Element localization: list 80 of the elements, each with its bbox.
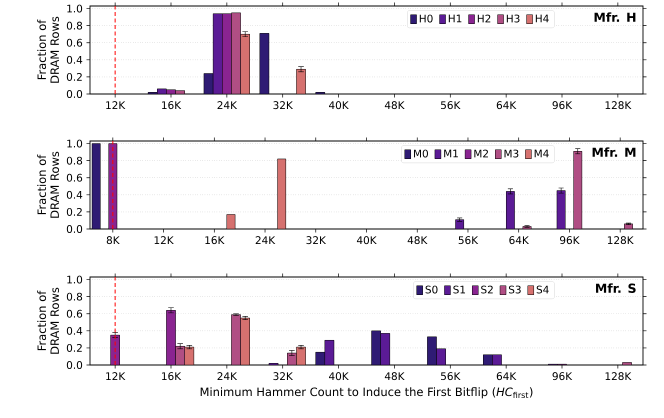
x-tick-label: 48K [384,372,405,380]
bar [324,340,334,365]
y-tick-label: 0.2 [66,208,82,216]
y-tick-label: 0.2 [66,344,82,352]
bar [371,330,381,365]
x-tick-label: 64K [496,101,516,110]
x-tick-label: 24K [218,372,238,380]
bar [231,314,241,365]
x-tick-label: 128K [606,101,632,110]
y-tick-label: 0.8 [66,292,82,301]
legend-label: H3 [506,14,520,22]
x-tick-label: 40K [329,101,349,110]
y-tick-label: 0.6 [66,38,82,47]
x-tick-label: 12K [106,101,126,109]
bar [380,333,390,365]
x-tick-label: 64K [509,236,530,244]
bar [427,336,437,365]
legend-label: S2 [481,286,493,294]
bar [240,34,250,94]
x-tick-label: 128K [608,236,634,244]
x-tick-label: 16K [162,372,182,380]
x-tick-label: 12K [154,236,174,244]
x-tick-label: 32K [306,236,326,244]
x-tick-label: 40K [356,236,377,244]
y-axis-title: Fraction of DRAM Rows [37,288,59,354]
legend-label: M0 [414,150,428,158]
legend-label: H0 [420,14,433,22]
x-tick-label: 48K [384,101,405,110]
chart-title: Mfr. H [594,12,636,22]
legend-label: H4 [536,14,549,22]
y-tick-label: 1.0 [67,4,82,13]
x-tick-label: 56K [441,101,461,110]
x-tick-label: 32K [273,372,294,380]
y-tick-label: 0.0 [66,225,82,233]
legend-label: M1 [444,150,458,158]
y-axis-title: Fraction of DRAM Rows [37,152,59,218]
y-tick-label: 0.4 [66,326,82,335]
bar [166,310,176,365]
legend-label: S0 [426,286,438,294]
y-tick-label: 0.2 [66,72,82,81]
y-tick-label: 1.0 [67,276,82,284]
bar [260,33,270,94]
x-tick-label: 96K [552,372,572,380]
y-tick-label: 0.4 [66,56,82,64]
chart-title: Mfr. M [592,147,636,157]
x-tick-label: 16K [162,101,182,110]
x-tick-label: 128K [606,372,632,380]
x-tick-label: 64K [496,372,516,380]
x-tick-label: 40K [329,372,349,380]
x-tick-label: 96K [560,236,580,244]
x-tick-label: 24K [256,236,276,244]
x-axis-title: Minimum Hammer Count to Induce the First Bitflip (HC$_{first}$) [200,387,532,398]
x-tick-label: 24K [218,101,238,109]
x-tick-label: 8K [106,236,120,244]
x-tick-label: 56K [441,372,461,380]
y-tick-label: 0.0 [66,90,82,98]
legend-label: H1 [448,14,462,22]
y-axis-title: Fraction of DRAM Rows [37,16,59,83]
x-tick-label: 56K [458,236,478,244]
y-tick-label: 0.8 [66,22,82,30]
y-tick-label: 0.4 [66,190,82,199]
legend-label: S4 [536,286,549,294]
y-tick-label: 0.6 [66,174,82,182]
x-tick-label: 96K [552,101,572,110]
bar [240,318,250,365]
legend-label: S3 [508,286,521,294]
legend-label: M2 [474,150,488,158]
y-tick-label: 0.0 [66,361,82,369]
legend-label: M3 [504,150,518,158]
chart-title: Mfr. S [596,283,636,293]
x-tick-label: 48K [408,236,428,244]
legend-label: M4 [534,150,549,158]
x-tick-label: 32K [273,101,294,110]
y-tick-label: 1.0 [67,140,82,148]
x-tick-label: 16K [205,236,225,244]
y-tick-label: 0.8 [66,156,82,165]
legend-label: S1 [453,286,466,294]
y-tick-label: 0.6 [66,310,82,318]
legend-label: H2 [478,14,490,22]
x-tick-label: 12K [106,372,126,380]
